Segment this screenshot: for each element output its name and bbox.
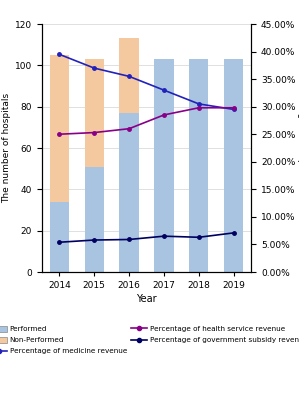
Legend: Performed, Non-Performed, Percentage of medicine revenue, Percentage of health s: Performed, Non-Performed, Percentage of … bbox=[0, 326, 299, 354]
Bar bbox=[50, 55, 69, 202]
Bar bbox=[120, 38, 139, 113]
Bar bbox=[189, 59, 208, 272]
Bar bbox=[50, 202, 69, 272]
Bar bbox=[224, 59, 243, 272]
Y-axis label: The number of hospitals: The number of hospitals bbox=[2, 93, 11, 203]
X-axis label: Year: Year bbox=[136, 294, 157, 304]
Y-axis label: Percentages of hospital revenues: Percentages of hospital revenues bbox=[298, 72, 299, 224]
Bar bbox=[120, 113, 139, 272]
Bar bbox=[154, 59, 173, 272]
Bar bbox=[85, 59, 104, 167]
Bar bbox=[85, 167, 104, 272]
